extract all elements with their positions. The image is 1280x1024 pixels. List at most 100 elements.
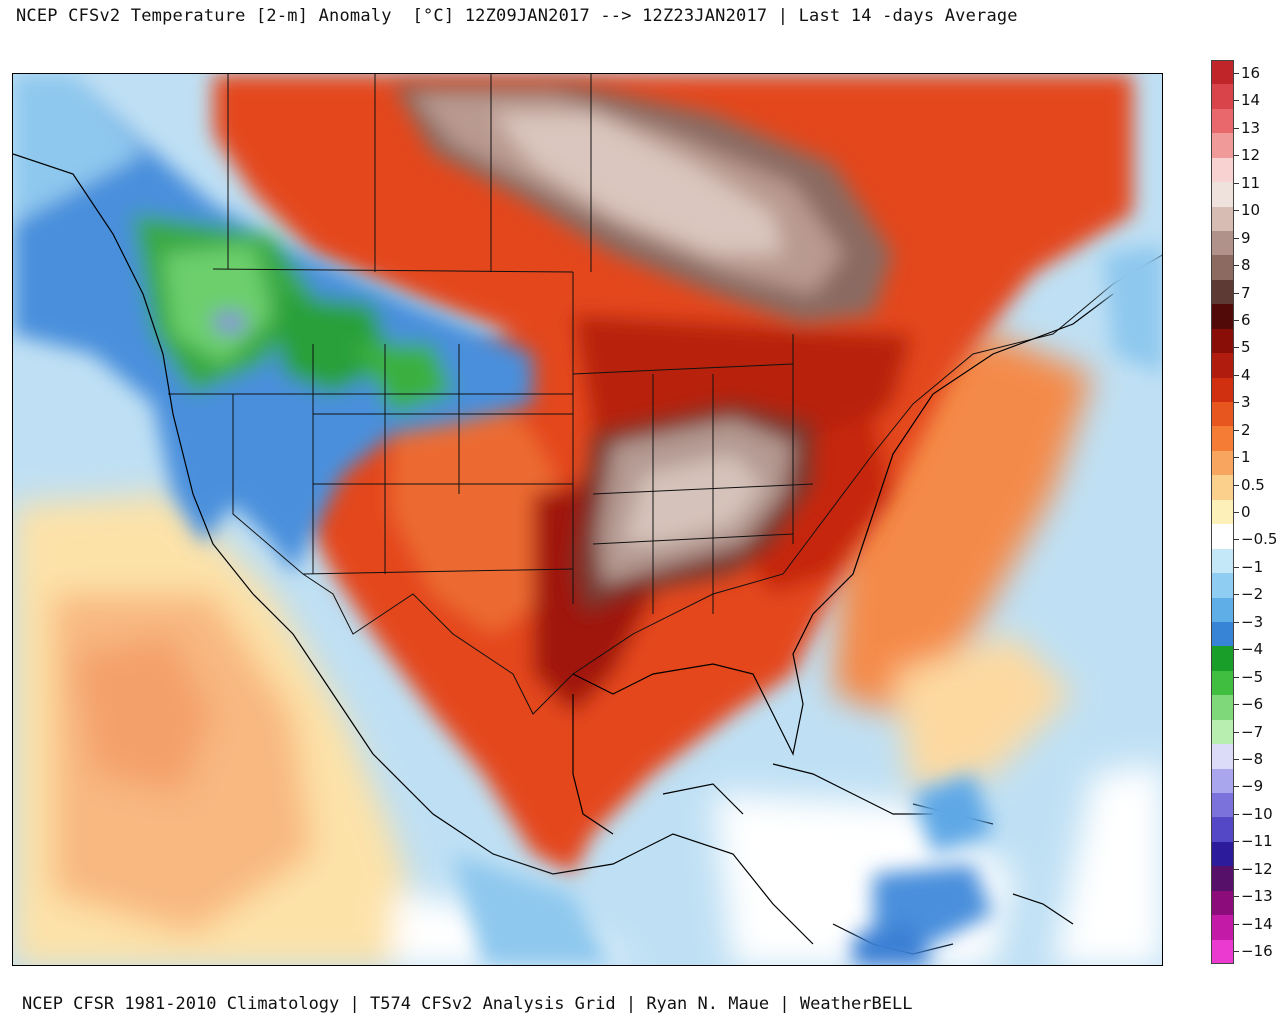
legend-color <box>1211 768 1234 793</box>
legend-color <box>1211 915 1234 940</box>
legend-color <box>1211 499 1234 525</box>
legend-color <box>1211 304 1234 329</box>
legend-label: −1 <box>1241 557 1264 576</box>
legend-color <box>1211 573 1234 598</box>
legend-color <box>1211 646 1234 671</box>
legend-tick <box>1233 896 1239 898</box>
legend-tick <box>1233 265 1239 267</box>
legend-color <box>1211 328 1234 354</box>
legend-label: 0 <box>1241 503 1251 521</box>
legend-label: −8 <box>1241 749 1264 768</box>
legend-tick <box>1233 484 1239 486</box>
political-boundaries <box>168 74 1162 715</box>
max-warm-canada-region <box>393 84 893 324</box>
legend-color <box>1211 255 1234 280</box>
legend-color <box>1211 866 1234 891</box>
legend-color <box>1211 206 1234 232</box>
legend-color <box>1211 744 1234 769</box>
legend-tick <box>1233 73 1239 74</box>
chart-title: NCEP CFSv2 Temperature [2-m] Anomaly [°C… <box>16 6 1018 26</box>
legend-tick <box>1233 347 1239 349</box>
legend-color <box>1211 670 1234 696</box>
legend-label: 16 <box>1241 64 1261 82</box>
legend-tick <box>1233 512 1239 513</box>
legend-color <box>1211 133 1234 158</box>
legend-label: 6 <box>1241 310 1251 329</box>
legend-label: 12 <box>1241 146 1261 165</box>
legend-tick <box>1233 127 1239 129</box>
cold-northwest-region <box>13 74 533 574</box>
anomaly-map <box>12 73 1163 966</box>
legend-tick <box>1233 621 1239 623</box>
legend-label: 7 <box>1241 283 1251 302</box>
legend-label: 2 <box>1241 420 1251 439</box>
legend-label: −16 <box>1241 942 1273 960</box>
legend-tick <box>1233 649 1239 651</box>
legend-label: −5 <box>1241 667 1264 686</box>
legend-color <box>1211 450 1234 476</box>
legend-label: −10 <box>1241 804 1273 823</box>
legend-label: −2 <box>1241 585 1264 604</box>
max-warm-southeast-region <box>573 404 813 614</box>
legend-color <box>1211 157 1234 183</box>
legend-label: −13 <box>1241 887 1273 906</box>
anomaly-map-svg <box>13 74 1162 965</box>
legend-label: −3 <box>1241 612 1264 631</box>
legend-label: 3 <box>1241 393 1251 412</box>
legend-color <box>1211 695 1234 720</box>
legend-color <box>1211 182 1234 207</box>
legend-color <box>1211 353 1234 378</box>
legend-tick <box>1233 676 1239 678</box>
legend-color <box>1211 817 1234 842</box>
legend-tick <box>1233 429 1239 431</box>
pacific-warm-region <box>13 494 630 965</box>
legend-tick <box>1233 182 1239 184</box>
legend-tick <box>1233 237 1239 239</box>
legend-tick <box>1233 457 1239 459</box>
legend-color <box>1211 377 1234 403</box>
legend-tick <box>1233 566 1239 568</box>
legend-tick <box>1233 868 1239 870</box>
legend-color <box>1211 792 1234 818</box>
legend-tick <box>1233 539 1239 541</box>
legend-label: −0.5 <box>1241 530 1278 549</box>
legend-color <box>1211 597 1234 622</box>
legend-color <box>1211 475 1234 500</box>
legend-label: 10 <box>1241 201 1261 220</box>
legend-tick <box>1233 155 1239 157</box>
legend-label: −12 <box>1241 859 1273 878</box>
legend-label: −7 <box>1241 722 1264 741</box>
legend-label: 9 <box>1241 228 1251 247</box>
legend-color <box>1211 60 1234 85</box>
legend-label: 14 <box>1241 91 1261 110</box>
footer-credits: NCEP CFSR 1981-2010 Climatology | T574 C… <box>22 994 913 1014</box>
legend-tick <box>1233 841 1239 843</box>
legend-color <box>1211 621 1234 647</box>
legend-label: 8 <box>1241 256 1251 275</box>
legend-tick <box>1233 210 1239 212</box>
legend-label: −14 <box>1241 914 1273 933</box>
legend-color <box>1211 548 1234 574</box>
legend-label: −11 <box>1241 832 1273 851</box>
legend-color <box>1211 939 1234 964</box>
legend-label: −6 <box>1241 695 1264 714</box>
legend-tick <box>1233 731 1239 733</box>
legend-color <box>1211 231 1234 256</box>
legend-label: −9 <box>1241 777 1264 796</box>
legend-label: 5 <box>1241 338 1251 357</box>
legend-tick <box>1233 951 1239 952</box>
legend-tick <box>1233 319 1239 321</box>
legend-label: 13 <box>1241 118 1261 137</box>
legend-tick <box>1233 786 1239 788</box>
legend-color <box>1211 402 1234 427</box>
legend-color <box>1211 719 1234 745</box>
legend-label: 11 <box>1241 173 1261 192</box>
legend-tick <box>1233 594 1239 596</box>
caribbean-cool-region <box>453 244 1162 965</box>
legend-label: 1 <box>1241 448 1251 467</box>
legend-color <box>1211 524 1234 549</box>
legend-tick <box>1233 402 1239 404</box>
legend-color <box>1211 84 1234 109</box>
legend-label: 0.5 <box>1241 475 1265 494</box>
legend-color <box>1211 890 1234 916</box>
